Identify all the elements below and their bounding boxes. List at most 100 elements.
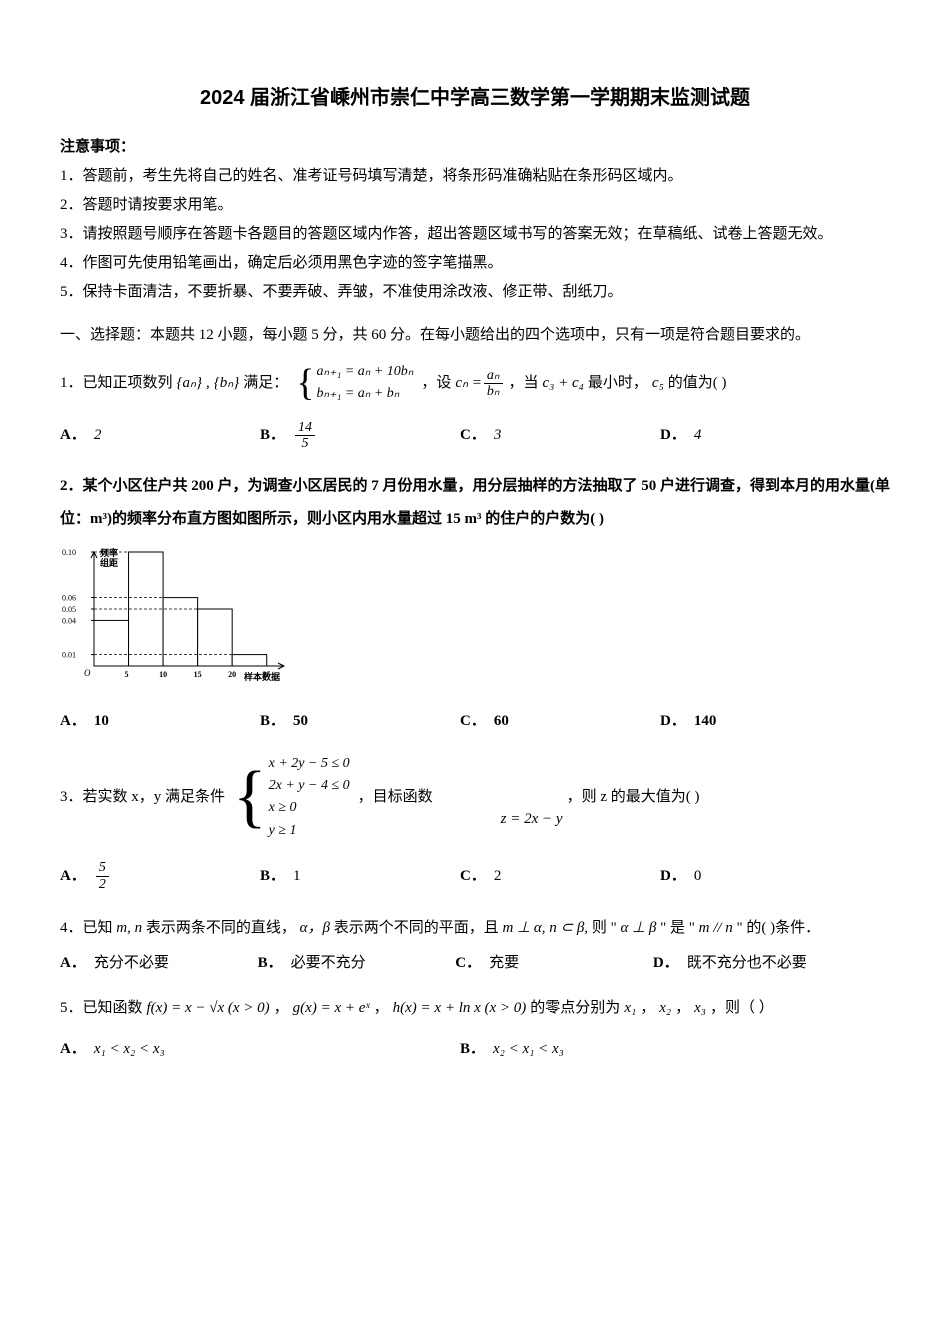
q4-text: 表示两条不同的直线， — [146, 920, 296, 936]
question-2: 2．某个小区住户共 200 户，为调查小区居民的 7 月份用水量，用分层抽样的方… — [60, 470, 890, 735]
q2-histogram: 频率组距样本数据O0.010.040.050.060.10510152025 — [60, 544, 290, 684]
question-4: 4．已知 m, n 表示两条不同的直线， α，β 表示两个不同的平面，且 m ⊥… — [60, 910, 890, 977]
q1-c3c4: c₃ + c₄ — [543, 370, 584, 397]
q3-sys-4: y ≥ 1 — [269, 820, 350, 842]
option-label: B． — [260, 708, 285, 735]
q4-option-d[interactable]: D． 既不充分也不必要 — [653, 950, 890, 977]
q5-g: g(x) = x + eˣ — [293, 995, 370, 1022]
q1-option-a[interactable]: A． 2 — [60, 422, 260, 449]
q1-option-b[interactable]: B． 14 5 — [260, 420, 460, 452]
q5-x1: x₁ — [624, 995, 636, 1022]
q1-text: 最小时， — [588, 370, 648, 397]
q1-opt-d-val: 4 — [694, 422, 702, 449]
q2-opt-b-val: 50 — [293, 708, 308, 735]
q4-opt-a-val: 充分不必要 — [94, 950, 169, 977]
q3-option-d[interactable]: D． 0 — [660, 863, 860, 890]
q3-opt-c-val: 2 — [494, 863, 502, 890]
svg-text:0.10: 0.10 — [62, 548, 76, 557]
comma: ， — [640, 995, 655, 1022]
option-label: A． — [60, 1036, 86, 1063]
section1-heading: 一、选择题：本题共 12 小题，每小题 5 分，共 60 分。在每小题给出的四个… — [60, 322, 890, 349]
svg-text:0.04: 0.04 — [62, 616, 76, 625]
q1-text: 的值为( ) — [668, 370, 727, 397]
q3-sys-1: x + 2y − 5 ≤ 0 — [269, 753, 350, 775]
comma: ， — [374, 995, 389, 1022]
q4-mp: m // n — [699, 920, 733, 936]
q1-opt-c-val: 3 — [494, 422, 502, 449]
q1-option-c[interactable]: C． 3 — [460, 422, 660, 449]
q1-opt-a-val: 2 — [94, 422, 102, 449]
q4-text: " 的( )条件． — [737, 920, 821, 936]
option-label: B． — [460, 1036, 485, 1063]
option-label: D． — [653, 950, 679, 977]
q1-sys-line1: aₙ₊₁ = aₙ + 10bₙ — [317, 361, 414, 383]
svg-text:0.06: 0.06 — [62, 593, 76, 602]
svg-text:20: 20 — [228, 670, 236, 679]
q4-text: " 是 " — [660, 920, 695, 936]
q3-option-b[interactable]: B． 1 — [260, 863, 460, 890]
q5-x3: x₃ — [694, 995, 706, 1022]
q1-seq-b: {bₙ} — [214, 370, 239, 397]
q3-zfn: z = 2x − y — [501, 806, 563, 833]
option-label: B． — [260, 863, 285, 890]
frac-num: 14 — [295, 420, 315, 436]
question-1: 1．已知正项数列 {aₙ}, {bₙ} 满足： { aₙ₊₁ = aₙ + 10… — [60, 361, 890, 452]
q3-system: { x + 2y − 5 ≤ 0 2x + y − 4 ≤ 0 x ≥ 0 y … — [233, 753, 350, 843]
q1-cn-den: bₙ — [484, 384, 503, 399]
svg-text:频率: 频率 — [100, 547, 118, 558]
q2-opt-d-val: 140 — [694, 708, 717, 735]
option-label: B． — [258, 950, 283, 977]
q3-text: ，目标函数 — [358, 784, 433, 811]
instruction-item: 1．答题前，考生先将自己的姓名、准考证号码填写清楚，将条形码准确粘贴在条形码区域… — [60, 163, 890, 190]
q1-c5: c₅ — [652, 370, 664, 397]
svg-text:O: O — [84, 668, 91, 678]
q3-opt-b-val: 1 — [293, 863, 301, 890]
q3-option-c[interactable]: C． 2 — [460, 863, 660, 890]
frac-den: 2 — [96, 877, 109, 892]
q2-text: 2．某个小区住户共 200 户，为调查小区居民的 7 月份用水量，用分层抽样的方… — [60, 470, 890, 536]
q1-system: { aₙ₊₁ = aₙ + 10bₙ bₙ₊₁ = aₙ + bₙ — [296, 361, 413, 406]
q3-text: 3．若实数 x，y 满足条件 — [60, 784, 225, 811]
q4-text: 4．已知 — [60, 920, 113, 936]
option-label: A． — [60, 422, 86, 449]
q5-f: f(x) = x − √x (x > 0) — [147, 995, 270, 1022]
q4-opt-c-val: 充要 — [489, 950, 519, 977]
q2-option-d[interactable]: D． 140 — [660, 708, 860, 735]
q4-text: 表示两个不同的平面，且 — [334, 920, 499, 936]
svg-text:0.05: 0.05 — [62, 605, 76, 614]
q1-text: 1．已知正项数列 — [60, 370, 173, 397]
instruction-item: 4．作图可先使用铅笔画出，确定后必须用黑色字迹的签字笔描黑。 — [60, 250, 890, 277]
option-label: C． — [460, 863, 486, 890]
q1-cn-eq: cₙ = — [455, 370, 482, 397]
q5-option-a[interactable]: A． x₁ < x₂ < x₃ — [60, 1036, 460, 1063]
option-label: C． — [455, 950, 481, 977]
q5-option-b[interactable]: B． x₂ < x₁ < x₃ — [460, 1036, 860, 1063]
option-label: B． — [260, 422, 285, 449]
comma: ， — [274, 995, 289, 1022]
option-label: D． — [660, 422, 686, 449]
q2-option-a[interactable]: A． 10 — [60, 708, 260, 735]
q4-option-b[interactable]: B． 必要不充分 — [258, 950, 456, 977]
q1-text: 满足： — [243, 370, 288, 397]
q3-opt-d-val: 0 — [694, 863, 702, 890]
q3-option-a[interactable]: A． 5 2 — [60, 860, 260, 892]
q4-mn: m, n — [116, 920, 142, 936]
q4-ap: α ⊥ β — [620, 920, 656, 936]
q5-opt-b-val: x₂ < x₁ < x₃ — [493, 1036, 564, 1063]
q4-cond: m ⊥ α, n ⊂ β, — [503, 920, 589, 936]
q2-option-c[interactable]: C． 60 — [460, 708, 660, 735]
q3-sys-2: 2x + y − 4 ≤ 0 — [269, 775, 350, 797]
q4-option-a[interactable]: A． 充分不必要 — [60, 950, 258, 977]
q5-text: ，则（ ） — [710, 995, 774, 1022]
q1-text: ，当 — [509, 370, 539, 397]
svg-text:0.01: 0.01 — [62, 650, 76, 659]
q2-option-b[interactable]: B． 50 — [260, 708, 460, 735]
q4-option-c[interactable]: C． 充要 — [455, 950, 653, 977]
question-3: 3．若实数 x，y 满足条件 { x + 2y − 5 ≤ 0 2x + y −… — [60, 753, 890, 892]
q1-seq-a: {aₙ} — [177, 370, 202, 397]
instruction-item: 3．请按照题号顺序在答题卡各题目的答题区域内作答，超出答题区域书写的答案无效；在… — [60, 221, 890, 248]
q1-option-d[interactable]: D． 4 — [660, 422, 860, 449]
q1-cn-num: aₙ — [484, 368, 503, 384]
option-label: A． — [60, 708, 86, 735]
q1-sys-line2: bₙ₊₁ = aₙ + bₙ — [317, 383, 414, 405]
